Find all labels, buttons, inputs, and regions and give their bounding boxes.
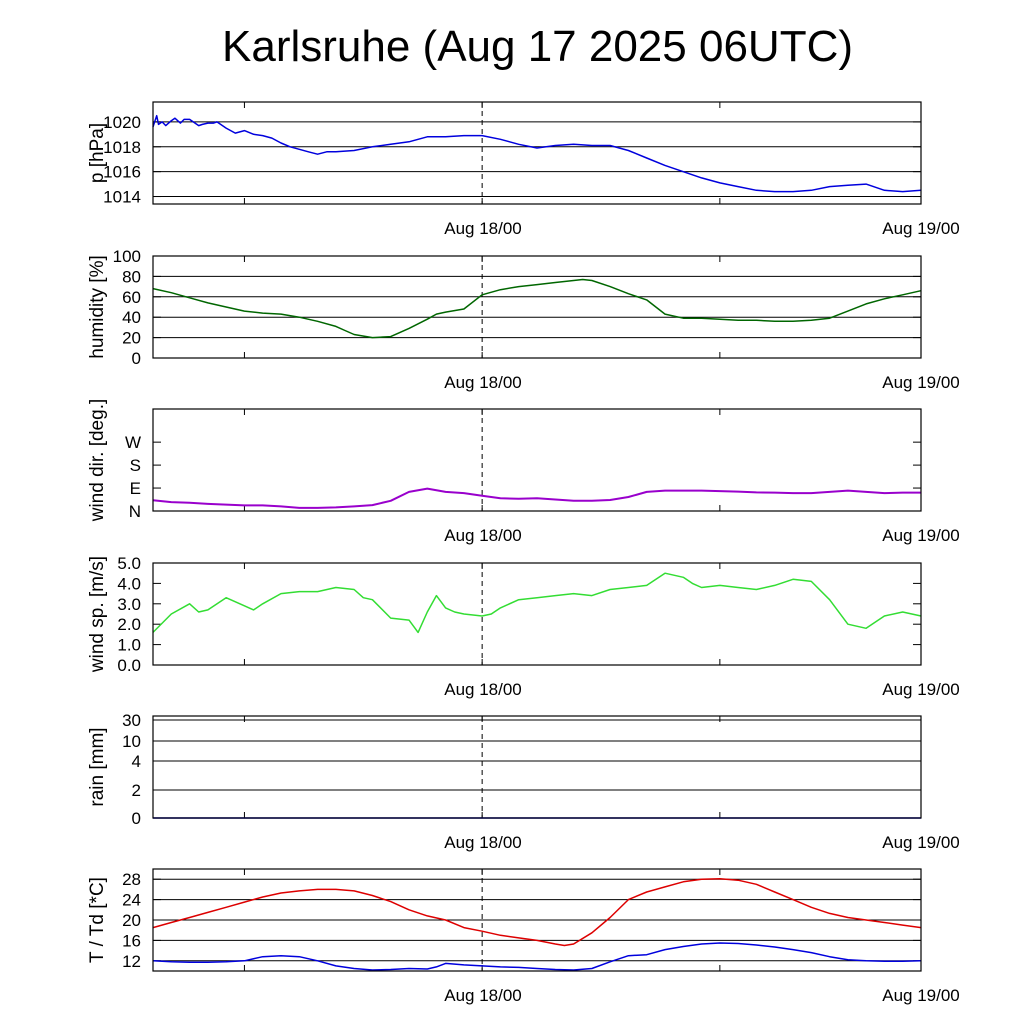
plot-frame xyxy=(152,868,922,972)
plot-frame xyxy=(152,101,922,205)
x-tick-label: Aug 19/00 xyxy=(882,833,960,852)
y-tick-label: 16 xyxy=(122,931,141,950)
y-tick-label: 3.0 xyxy=(117,595,141,614)
y-tick-label: 20 xyxy=(122,329,141,348)
y-axis-label: wind dir. [deg.] xyxy=(87,399,108,523)
y-tick-label: 1014 xyxy=(103,188,141,207)
x-tick-label: Aug 19/00 xyxy=(882,526,960,545)
y-tick-label: 1018 xyxy=(103,138,141,157)
y-tick-label: 2 xyxy=(132,781,141,800)
y-tick-label: 0 xyxy=(132,349,141,368)
y-tick-label: 0 xyxy=(132,809,141,828)
y-tick-label: 12 xyxy=(122,952,141,971)
plot-frame xyxy=(152,562,922,666)
plot-frame xyxy=(152,715,922,819)
y-axis-label: rain [mm] xyxy=(87,727,108,806)
y-tick-label: S xyxy=(130,456,141,475)
chart-title: Karlsruhe (Aug 17 2025 06UTC) xyxy=(222,22,853,71)
y-tick-label: 28 xyxy=(122,870,141,889)
y-tick-label: 60 xyxy=(122,288,141,307)
x-tick-label: Aug 18/00 xyxy=(444,680,522,699)
panel-pressure: 1014 1016 1018 1020 Aug 18/00 Aug 19/00 p [hPa… xyxy=(87,101,960,238)
panel-wind-speed: 0.01.0 2.03.0 4.05.0 Aug 18/00 Aug 19/00 wind… xyxy=(87,554,960,699)
y-tick-label: N xyxy=(129,502,141,521)
y-axis-label: T / Td [*C] xyxy=(87,877,108,963)
y-tick-label: E xyxy=(130,479,141,498)
series-line-humidity xyxy=(152,278,922,339)
y-axis-label: wind sp. [m/s] xyxy=(87,556,108,673)
x-tick-label: Aug 18/00 xyxy=(444,373,522,392)
y-axis-label: p [hPa] xyxy=(87,123,108,183)
x-tick-label: Aug 19/00 xyxy=(882,219,960,238)
y-tick-label: 4.0 xyxy=(117,574,141,593)
y-tick-label: 20 xyxy=(122,911,141,930)
series-line-wind-direction xyxy=(152,487,921,509)
y-tick-label: 80 xyxy=(122,267,141,286)
y-tick-label: 40 xyxy=(122,308,141,327)
series-line-pressure xyxy=(152,114,922,193)
x-tick-label: Aug 18/00 xyxy=(444,526,522,545)
y-tick-label: 1016 xyxy=(103,163,141,182)
plot-frame xyxy=(152,255,922,359)
series-line-wind-speed xyxy=(152,572,922,634)
y-tick-label: 5.0 xyxy=(117,554,141,573)
y-tick-label: W xyxy=(125,433,141,452)
plot-frame xyxy=(152,408,922,512)
y-tick-label: 100 xyxy=(113,247,141,266)
y-tick-label: 0.0 xyxy=(117,656,141,675)
panel-rain: 0 2 410 30 Aug 18/00 Aug 19/00 rain [mm] xyxy=(87,711,960,852)
y-tick-label: 2.0 xyxy=(117,615,141,634)
y-tick-label: 4 xyxy=(132,752,141,771)
y-tick-label: 24 xyxy=(122,891,141,910)
x-tick-label: Aug 18/00 xyxy=(444,986,522,1005)
y-tick-label: 30 xyxy=(122,711,141,730)
x-tick-label: Aug 18/00 xyxy=(444,219,522,238)
series-line-temperature-2 xyxy=(152,942,922,971)
x-tick-label: Aug 19/00 xyxy=(882,373,960,392)
y-tick-label: 10 xyxy=(122,732,141,751)
y-tick-label: 1.0 xyxy=(117,636,141,655)
x-tick-label: Aug 19/00 xyxy=(882,986,960,1005)
y-axis-label: humidity [%] xyxy=(87,255,108,358)
series-line-temperature-1 xyxy=(152,877,922,947)
x-tick-label: Aug 19/00 xyxy=(882,680,960,699)
y-tick-label: 1020 xyxy=(103,113,141,132)
x-tick-label: Aug 18/00 xyxy=(444,833,522,852)
